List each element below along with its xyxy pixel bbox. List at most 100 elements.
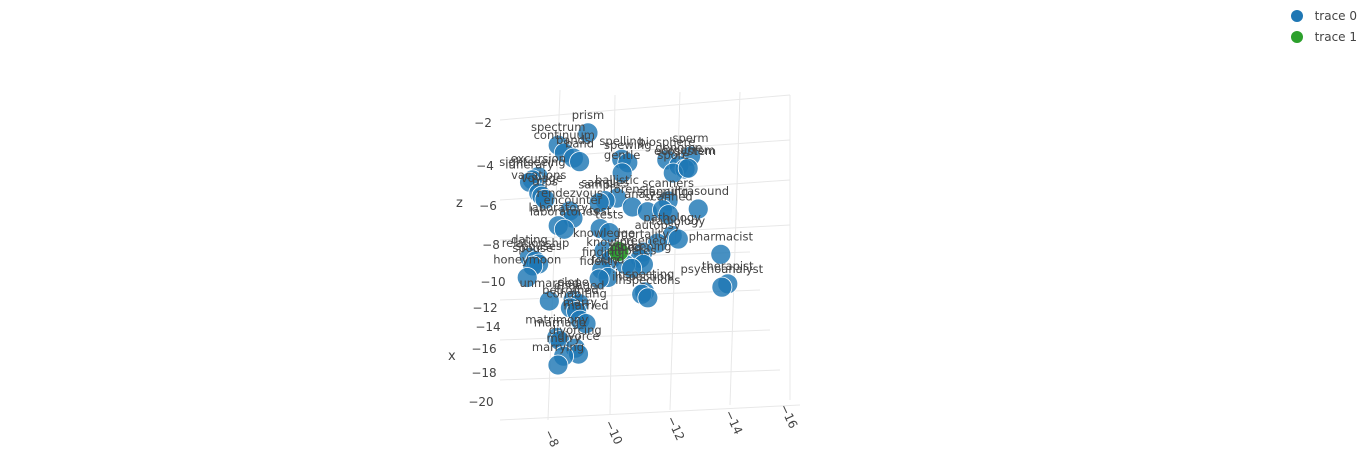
data-point[interactable] — [621, 257, 643, 279]
x-tick-label: −18 — [471, 366, 496, 380]
data-point[interactable] — [667, 228, 689, 250]
series-0 — [516, 122, 739, 376]
point-label: ecosystem — [654, 144, 716, 158]
data-point[interactable] — [608, 241, 630, 262]
grid-line — [499, 94, 791, 121]
point-label: autopsy — [635, 218, 681, 232]
point-label: scanning — [637, 185, 689, 199]
point-label: screened — [614, 234, 667, 248]
point-label: marry — [546, 331, 581, 345]
data-point[interactable] — [687, 198, 709, 220]
point-label: genome — [655, 141, 702, 155]
legend-item-trace-1[interactable]: trace 1 — [1290, 26, 1357, 47]
data-point[interactable] — [534, 188, 556, 210]
point-label: biosphere — [638, 135, 695, 149]
data-point[interactable] — [710, 243, 732, 265]
legend-label: trace 1 — [1314, 29, 1357, 44]
point-label: spouse — [512, 241, 553, 255]
point-label: matrimony — [525, 313, 588, 327]
point-label: analysis — [624, 187, 671, 201]
data-point[interactable] — [588, 268, 610, 290]
point-label: screening — [615, 239, 671, 253]
point-label: sperm — [673, 131, 709, 145]
point-label: spelling — [599, 134, 644, 148]
point-label: laboratory — [528, 201, 588, 215]
point-label: radiology — [651, 214, 705, 228]
point-label: bands — [556, 133, 591, 147]
x-tick-label: −20 — [468, 395, 493, 409]
point-label: scanned — [644, 190, 692, 204]
grid-line — [499, 329, 771, 341]
scatter-points[interactable] — [516, 122, 739, 376]
data-point[interactable] — [588, 192, 610, 213]
point-label: therapist — [702, 259, 754, 273]
legend-item-trace-0[interactable]: trace 0 — [1290, 5, 1357, 26]
z-tick-label: −6 — [479, 199, 497, 213]
legend[interactable]: trace 0 trace 1 — [1290, 5, 1357, 47]
point-label: voyage — [521, 171, 563, 185]
point-label: divorcing — [549, 323, 602, 337]
point-label: pathology — [643, 211, 701, 225]
point-label: finding — [582, 245, 622, 259]
x-tick-label: −14 — [475, 320, 500, 334]
point-label: ballistic — [595, 173, 639, 187]
z-tick-label: −4 — [476, 159, 494, 173]
point-label: pharmacist — [689, 229, 754, 243]
point-label: divorce — [557, 329, 599, 343]
point-label: sample — [578, 178, 620, 192]
data-point[interactable] — [575, 313, 597, 335]
point-label: samples — [581, 176, 629, 190]
x-tick-label: −16 — [471, 342, 496, 356]
point-label: scanners — [642, 176, 694, 190]
y-tick-label: −14 — [722, 408, 745, 437]
data-point[interactable] — [658, 204, 679, 226]
point-label: forensic — [610, 182, 655, 196]
grid-line — [499, 139, 791, 161]
data-point[interactable] — [553, 218, 575, 240]
grid-line — [669, 91, 681, 411]
point-label: betrothed — [542, 283, 599, 297]
point-label: dating — [511, 232, 548, 246]
point-label: band — [565, 137, 594, 151]
data-point[interactable] — [637, 287, 659, 309]
point-label: gentle — [604, 148, 640, 162]
data-point[interactable] — [538, 290, 560, 312]
point-label: knowing — [586, 235, 634, 249]
series-1 — [608, 241, 630, 262]
point-label: psychoanalyst — [681, 262, 764, 276]
z-tick-label: −8 — [482, 238, 500, 252]
data-point[interactable] — [677, 157, 699, 179]
data-point[interactable] — [516, 267, 538, 288]
point-label: rendezvous — [537, 186, 603, 200]
point-label: blood — [610, 240, 642, 254]
point-label: inspection — [612, 269, 671, 283]
point-label: honeymoon — [493, 253, 561, 267]
data-point[interactable] — [547, 354, 569, 376]
legend-marker-icon — [1290, 30, 1303, 43]
point-label: inspecting — [615, 267, 674, 281]
data-point[interactable] — [569, 151, 590, 173]
point-label: spewing — [604, 138, 652, 152]
data-point[interactable] — [611, 162, 633, 184]
point-label: cohabiting — [546, 286, 606, 300]
data-point[interactable] — [577, 122, 599, 144]
point-label: diabetes — [607, 243, 657, 257]
point-label: marrying — [532, 340, 584, 354]
y-tick-label: −16 — [777, 402, 800, 431]
grid-line — [499, 369, 781, 381]
data-point[interactable] — [711, 276, 733, 298]
point-label: test — [589, 204, 612, 218]
z-tick-label: −10 — [480, 275, 505, 289]
point-label: unmarried — [519, 276, 579, 290]
point-label: ultrasound — [667, 184, 729, 198]
point-label: spore — [657, 148, 689, 162]
point-label: prism — [572, 108, 604, 122]
point-label: trips — [532, 174, 558, 188]
point-label: mortality — [617, 227, 669, 241]
grid-line — [499, 404, 801, 421]
point-label: found — [592, 252, 625, 266]
x-tick-label: −12 — [472, 301, 497, 315]
